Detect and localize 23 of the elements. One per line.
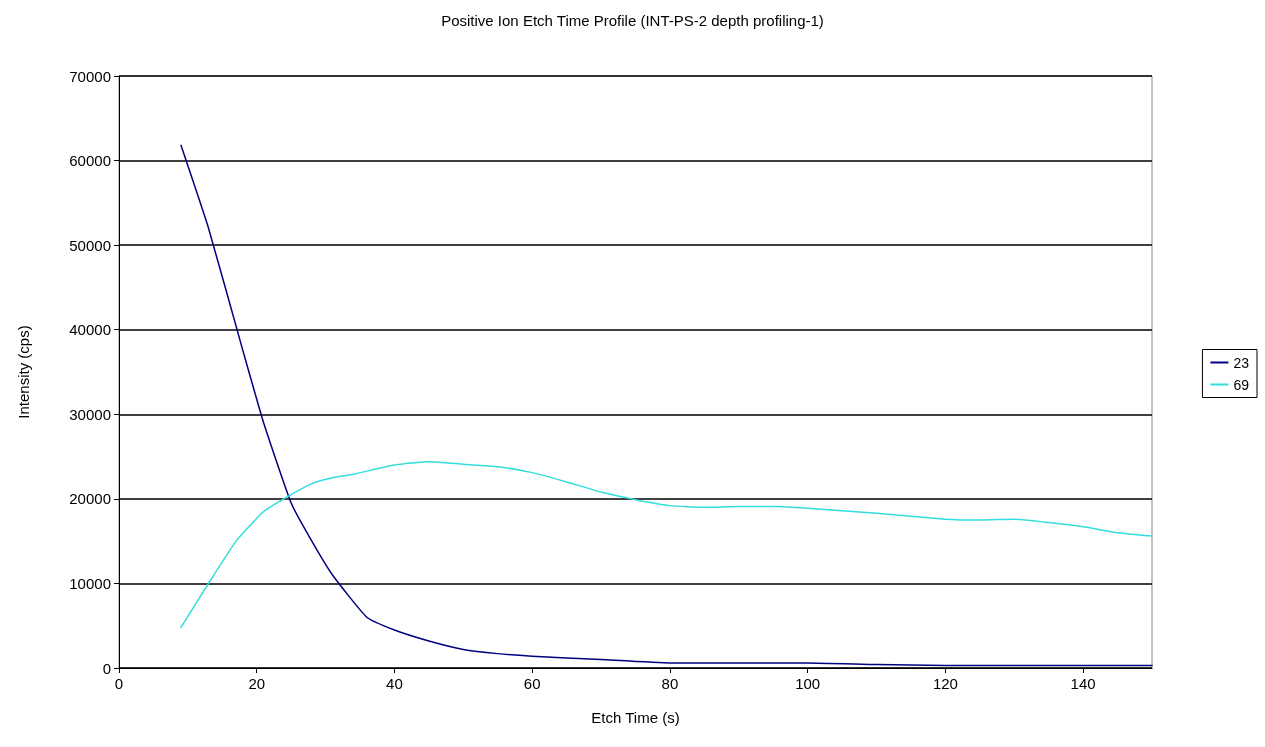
y-tick-label: 0 bbox=[102, 659, 111, 677]
x-tick-label: 20 bbox=[248, 675, 266, 692]
x-axis-title: Etch Time (s) bbox=[591, 709, 680, 726]
y-tick-label: 70000 bbox=[69, 67, 111, 85]
line-series bbox=[180, 460, 1153, 629]
y-tick-label: 50000 bbox=[69, 236, 111, 254]
chart-title: Positive Ion Etch Time Profile (INT-PS-2 depth profiling-1) bbox=[441, 12, 824, 29]
x-tick-label: 0 bbox=[114, 675, 124, 692]
y-tick-label: 60000 bbox=[69, 152, 111, 170]
x-tick-label: 120 bbox=[932, 675, 958, 692]
y-axis-title: Intensity (cps) bbox=[15, 325, 32, 419]
x-tick-label: 40 bbox=[386, 675, 403, 692]
x-tick-label: 140 bbox=[1070, 675, 1096, 692]
y-tick-label: 20000 bbox=[69, 490, 111, 508]
x-tick-label: 80 bbox=[661, 675, 679, 692]
y-tick-label: 10000 bbox=[69, 574, 111, 592]
y-tick-label: 40000 bbox=[69, 321, 111, 339]
y-tick-label: 30000 bbox=[69, 405, 111, 423]
legend-label: 23 bbox=[1233, 354, 1250, 371]
x-tick-label: 100 bbox=[795, 675, 821, 692]
line-series bbox=[180, 144, 1153, 667]
legend-label: 69 bbox=[1233, 376, 1250, 393]
x-tick-label: 60 bbox=[523, 675, 541, 692]
